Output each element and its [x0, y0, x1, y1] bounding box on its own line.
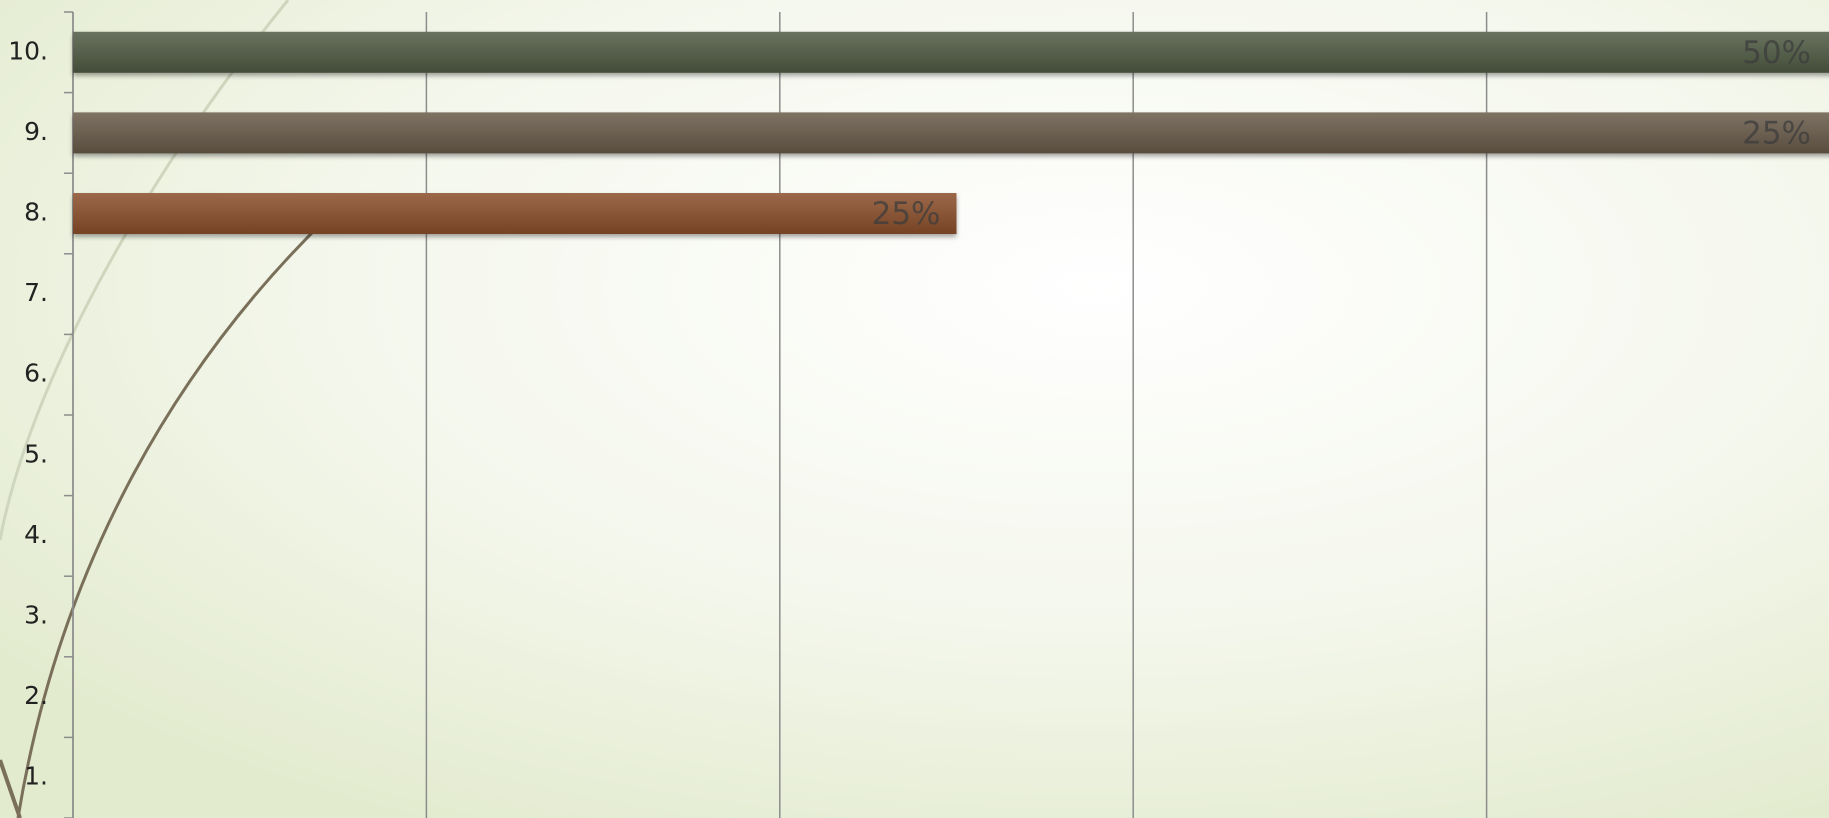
bar-sheen: [73, 31, 1829, 73]
bar-sheen: [73, 193, 957, 234]
y-tick-label: 4.: [24, 520, 48, 549]
y-tick-label: 10.: [8, 36, 48, 65]
y-tick-label: 5.: [24, 439, 48, 468]
decor-curve: [0, 759, 22, 818]
data-label: 50%: [1742, 35, 1811, 71]
y-tick-label: 3.: [24, 601, 48, 630]
bar-sheen: [73, 112, 1829, 154]
data-label: 25%: [1742, 115, 1811, 151]
y-tick-label: 9.: [24, 117, 48, 146]
decor-curve: [0, 0, 290, 541]
decor-curve: [16, 213, 332, 818]
data-label: 25%: [872, 196, 941, 232]
y-tick-label: 6.: [24, 359, 48, 388]
y-tick-label: 1.: [24, 762, 48, 791]
y-tick-label: 8.: [24, 198, 48, 227]
y-tick-label: 7.: [24, 278, 48, 307]
y-tick-label: 2.: [24, 681, 48, 710]
